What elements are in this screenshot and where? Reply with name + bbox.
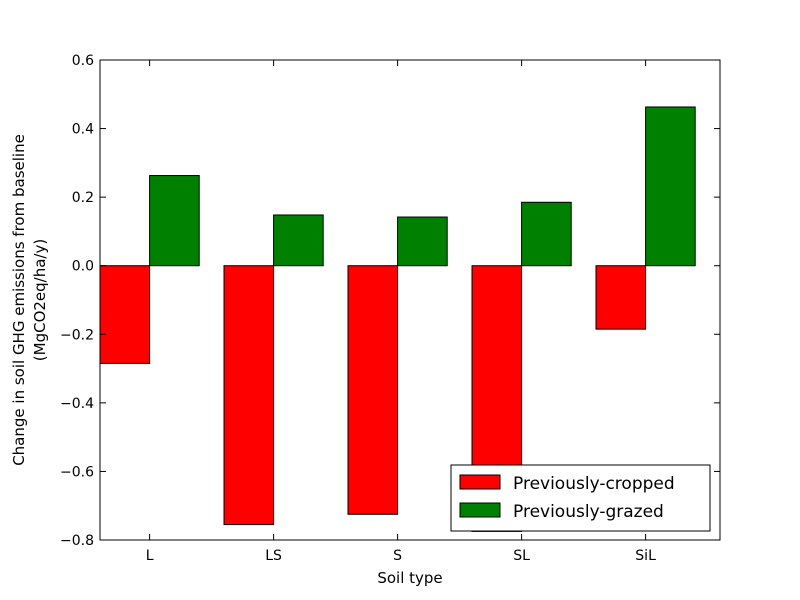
y-tick-label: −0.6 <box>60 464 94 480</box>
plot-frame <box>99 59 721 541</box>
y-tick-label: 0.0 <box>72 259 94 275</box>
legend: Previously-cropped Previously-grazed <box>450 464 711 532</box>
x-tick-label-ls: LS <box>265 548 282 564</box>
bar-previously-grazed-sl <box>521 201 572 267</box>
y-tick-label: −0.4 <box>60 396 94 412</box>
bar-previously-grazed-sil <box>645 106 696 267</box>
y-tick-label: 0.6 <box>72 53 94 69</box>
x-tick-label-sil: SiL <box>635 548 656 564</box>
bar-previously-grazed-l <box>149 175 200 267</box>
y-axis-label-line2: (MgCO2eq/ha/y) <box>31 239 49 361</box>
y-tick-label: 0.4 <box>72 122 94 138</box>
bar-previously-cropped-l <box>99 265 151 364</box>
y-tick-label: −0.2 <box>60 327 94 343</box>
bar-previously-cropped-ls <box>223 265 275 526</box>
x-tick-label-sl: SL <box>513 548 530 564</box>
legend-swatch-previously-cropped <box>459 474 501 490</box>
legend-label-previously-grazed: Previously-grazed <box>513 502 664 522</box>
bar-previously-cropped-s <box>347 265 399 515</box>
x-tick-label-s: S <box>393 548 402 564</box>
y-tick-label: −0.8 <box>60 533 94 549</box>
y-axis-label-line1: Change in soil GHG emissions from baseli… <box>10 134 28 466</box>
legend-label-previously-cropped: Previously-cropped <box>513 474 675 494</box>
ticks-group: −0.8 −0.6 −0.4 −0.2 0.0 0.2 0.4 0.6 L LS S SL SiL <box>60 53 720 564</box>
legend-swatch-previously-grazed <box>459 502 501 518</box>
bar-previously-grazed-s <box>397 216 448 267</box>
y-tick-label: 0.2 <box>72 190 94 206</box>
bar-previously-grazed-ls <box>273 214 324 267</box>
x-tick-label-l: L <box>146 548 154 564</box>
bar-previously-cropped-sil <box>595 265 647 330</box>
x-axis-label: Soil type <box>377 569 442 587</box>
